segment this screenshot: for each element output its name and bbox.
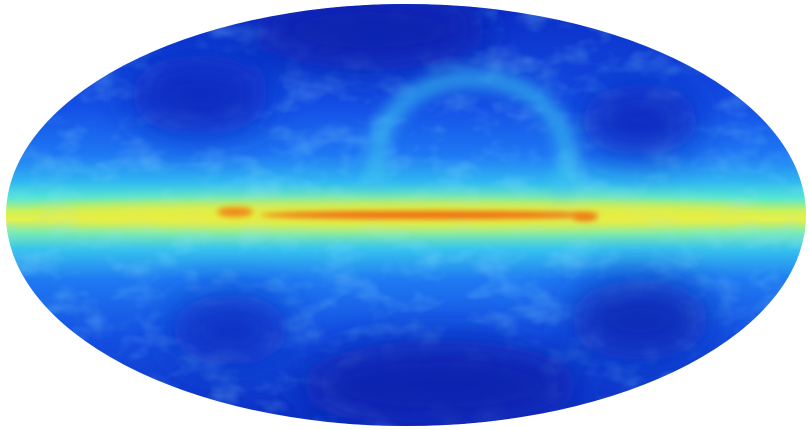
sky-projection: [0, 0, 808, 430]
galactic-core: [260, 211, 600, 219]
bright-source: [217, 207, 253, 217]
page: [0, 0, 808, 430]
dark-region: [170, 295, 290, 365]
dark-region: [580, 85, 700, 155]
dark-region: [570, 280, 710, 360]
all-sky-map: [0, 0, 808, 430]
bright-source: [573, 213, 597, 221]
dark-region: [300, 340, 580, 430]
dark-region: [130, 55, 270, 135]
